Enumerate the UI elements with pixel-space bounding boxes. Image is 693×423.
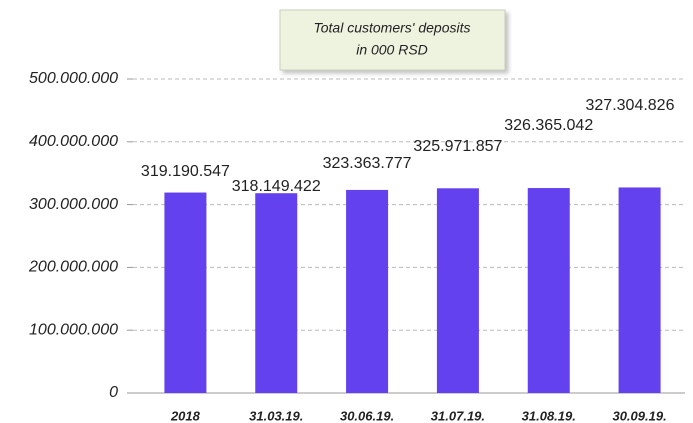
x-tick-label: 30.06.19. — [340, 408, 394, 423]
x-tick-label: 31.07.19. — [431, 408, 485, 423]
x-tick-label: 30.09.19. — [612, 408, 666, 423]
value-label: 323.363.777 — [323, 155, 412, 172]
bar — [346, 189, 389, 393]
bar — [618, 187, 661, 393]
bar — [527, 188, 570, 393]
chart-title: in 000 RSD — [356, 42, 428, 58]
y-tick-label: 0 — [109, 384, 118, 401]
bar — [436, 188, 479, 393]
value-label: 327.304.826 — [586, 97, 675, 114]
y-tick-label: 300.000.000 — [29, 196, 118, 213]
bar — [255, 193, 298, 393]
x-tick-label: 31.03.19. — [249, 408, 303, 423]
y-tick-label: 200.000.000 — [28, 259, 118, 276]
chart-title: Total customers' deposits — [313, 20, 470, 36]
y-tick-label: 100.000.000 — [29, 321, 118, 338]
x-tick-label: 31.08.19. — [522, 408, 576, 423]
value-label: 325.971.857 — [413, 138, 502, 155]
x-tick-label: 2018 — [170, 408, 201, 423]
value-label: 318.149.422 — [232, 178, 321, 195]
value-label: 326.365.042 — [504, 117, 593, 134]
title-box — [279, 9, 506, 71]
y-tick-label: 400.000.000 — [29, 133, 118, 150]
value-label: 319.190.547 — [141, 163, 230, 180]
y-tick-label: 500.000.000 — [29, 70, 118, 87]
bar — [164, 192, 207, 393]
